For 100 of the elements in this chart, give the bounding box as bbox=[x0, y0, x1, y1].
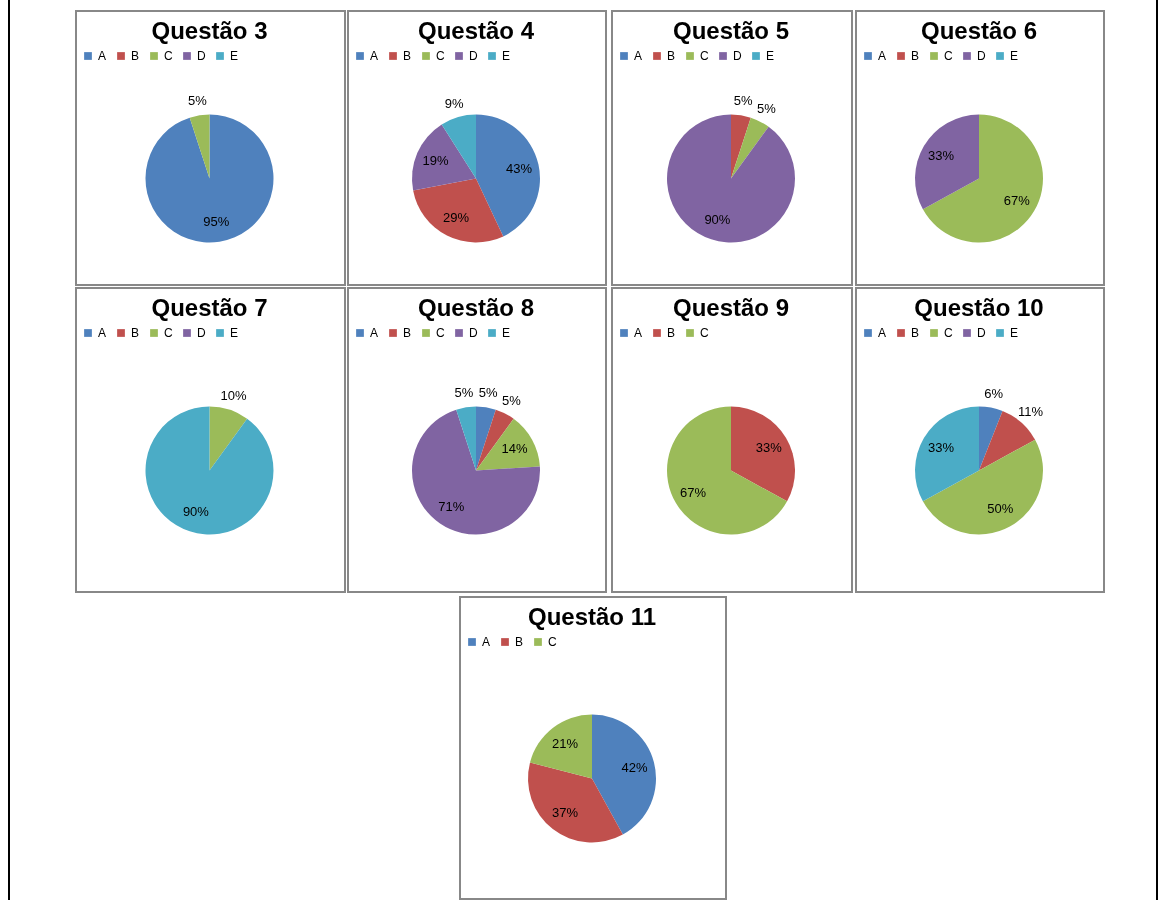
legend-label: E bbox=[1010, 326, 1019, 340]
data-label: 6% bbox=[984, 385, 1004, 401]
data-label: 21% bbox=[552, 735, 579, 751]
data-label: 29% bbox=[443, 209, 470, 225]
legend-label: C bbox=[700, 326, 709, 340]
pie-slice bbox=[922, 439, 1043, 535]
data-label: 5% bbox=[757, 101, 777, 116]
pie-slice bbox=[915, 406, 979, 502]
legend-label: E bbox=[502, 49, 511, 63]
data-label: 14% bbox=[501, 441, 528, 457]
legend-label: A bbox=[98, 49, 107, 63]
pie-slice bbox=[922, 114, 1043, 243]
pie-slice bbox=[209, 406, 248, 471]
data-label: 90% bbox=[704, 212, 731, 228]
pie-slice bbox=[915, 114, 979, 210]
pie-slice bbox=[979, 406, 1003, 471]
legend-label: B bbox=[403, 49, 412, 63]
pie-slice bbox=[731, 117, 769, 179]
legend-label: C bbox=[944, 49, 953, 63]
pie-slice bbox=[731, 406, 795, 502]
pie-slice bbox=[145, 114, 274, 243]
data-label: 95% bbox=[203, 213, 230, 229]
pie-slice bbox=[528, 762, 623, 843]
pie-slice bbox=[667, 406, 788, 535]
legend-label: D bbox=[733, 49, 742, 63]
legend-label: E bbox=[502, 326, 511, 340]
legend-label: A bbox=[370, 326, 379, 340]
pie-slice bbox=[413, 178, 504, 243]
pie-slice bbox=[145, 406, 274, 535]
legend-label: A bbox=[98, 326, 107, 340]
legend-label: E bbox=[230, 326, 239, 340]
legend-label: A bbox=[634, 326, 643, 340]
data-label: 9% bbox=[444, 95, 465, 111]
legend-label: B bbox=[911, 49, 920, 63]
chart-title: Questão 4 bbox=[417, 17, 535, 44]
data-label: 33% bbox=[928, 440, 955, 456]
data-label: 33% bbox=[928, 148, 955, 164]
pie-slice bbox=[189, 114, 210, 179]
pie-slice bbox=[530, 714, 592, 779]
pie-slice bbox=[412, 409, 540, 535]
data-label: 42% bbox=[621, 759, 649, 775]
data-label: 11% bbox=[1018, 403, 1044, 419]
data-label: 67% bbox=[1003, 192, 1031, 208]
chart-title: Questão 3 bbox=[151, 17, 268, 44]
chart-title: Questão 6 bbox=[920, 17, 1038, 44]
pie-slice bbox=[456, 406, 476, 471]
data-label: 10% bbox=[220, 388, 248, 404]
chart-title: Questão 5 bbox=[672, 17, 790, 44]
data-label: 5% bbox=[454, 385, 474, 401]
legend-label: C bbox=[164, 49, 173, 63]
legend-label: A bbox=[634, 49, 643, 63]
legend-label: B bbox=[131, 326, 140, 340]
pie-slice bbox=[476, 114, 540, 237]
pie-slice bbox=[412, 124, 476, 191]
legend-label: C bbox=[164, 326, 173, 340]
legend-label: B bbox=[667, 49, 676, 63]
legend-label: D bbox=[197, 326, 206, 340]
chart-title: Questão 8 bbox=[417, 294, 535, 321]
data-label: 5% bbox=[502, 393, 522, 408]
legend-label: C bbox=[548, 635, 557, 649]
legend-label: B bbox=[515, 635, 524, 649]
legend-label: A bbox=[878, 49, 887, 63]
legend-label: B bbox=[911, 326, 920, 340]
pie-slice bbox=[476, 418, 540, 471]
data-label: 67% bbox=[680, 484, 707, 500]
legend-label: D bbox=[469, 49, 478, 63]
data-label: 5% bbox=[733, 93, 754, 109]
legend-label: D bbox=[469, 326, 478, 340]
legend-label: B bbox=[403, 326, 412, 340]
legend-label: D bbox=[977, 326, 986, 340]
legend-label: A bbox=[878, 326, 887, 340]
data-label: 19% bbox=[422, 153, 450, 169]
legend-label: C bbox=[944, 326, 953, 340]
chart-title: Questão 9 bbox=[672, 294, 790, 321]
pie-slice bbox=[476, 406, 496, 471]
legend-label: D bbox=[977, 49, 986, 63]
chart-title: Questão 7 bbox=[151, 294, 268, 321]
legend-label: C bbox=[700, 49, 709, 63]
legend-label: D bbox=[197, 49, 206, 63]
data-label: 5% bbox=[187, 93, 208, 109]
data-label: 37% bbox=[552, 805, 579, 821]
chart-title: Questão 10 bbox=[914, 294, 1044, 321]
data-label: 90% bbox=[182, 504, 210, 520]
chart-title: Questão 11 bbox=[527, 603, 657, 630]
legend-label: E bbox=[1010, 49, 1019, 63]
pie-slice bbox=[667, 114, 795, 243]
legend-label: A bbox=[370, 49, 379, 63]
data-label: 33% bbox=[755, 440, 783, 456]
data-label: 50% bbox=[987, 501, 1014, 517]
legend-label: E bbox=[230, 49, 239, 63]
legend-label: C bbox=[436, 49, 445, 63]
pie-slice bbox=[731, 114, 751, 179]
legend-label: C bbox=[436, 326, 445, 340]
legend-label: A bbox=[482, 635, 491, 649]
data-label: 5% bbox=[478, 385, 499, 401]
legend-label: B bbox=[667, 326, 676, 340]
pie-slice bbox=[592, 714, 656, 835]
legend-label: E bbox=[766, 49, 775, 63]
data-label: 71% bbox=[438, 498, 465, 514]
legend-label: B bbox=[131, 49, 140, 63]
